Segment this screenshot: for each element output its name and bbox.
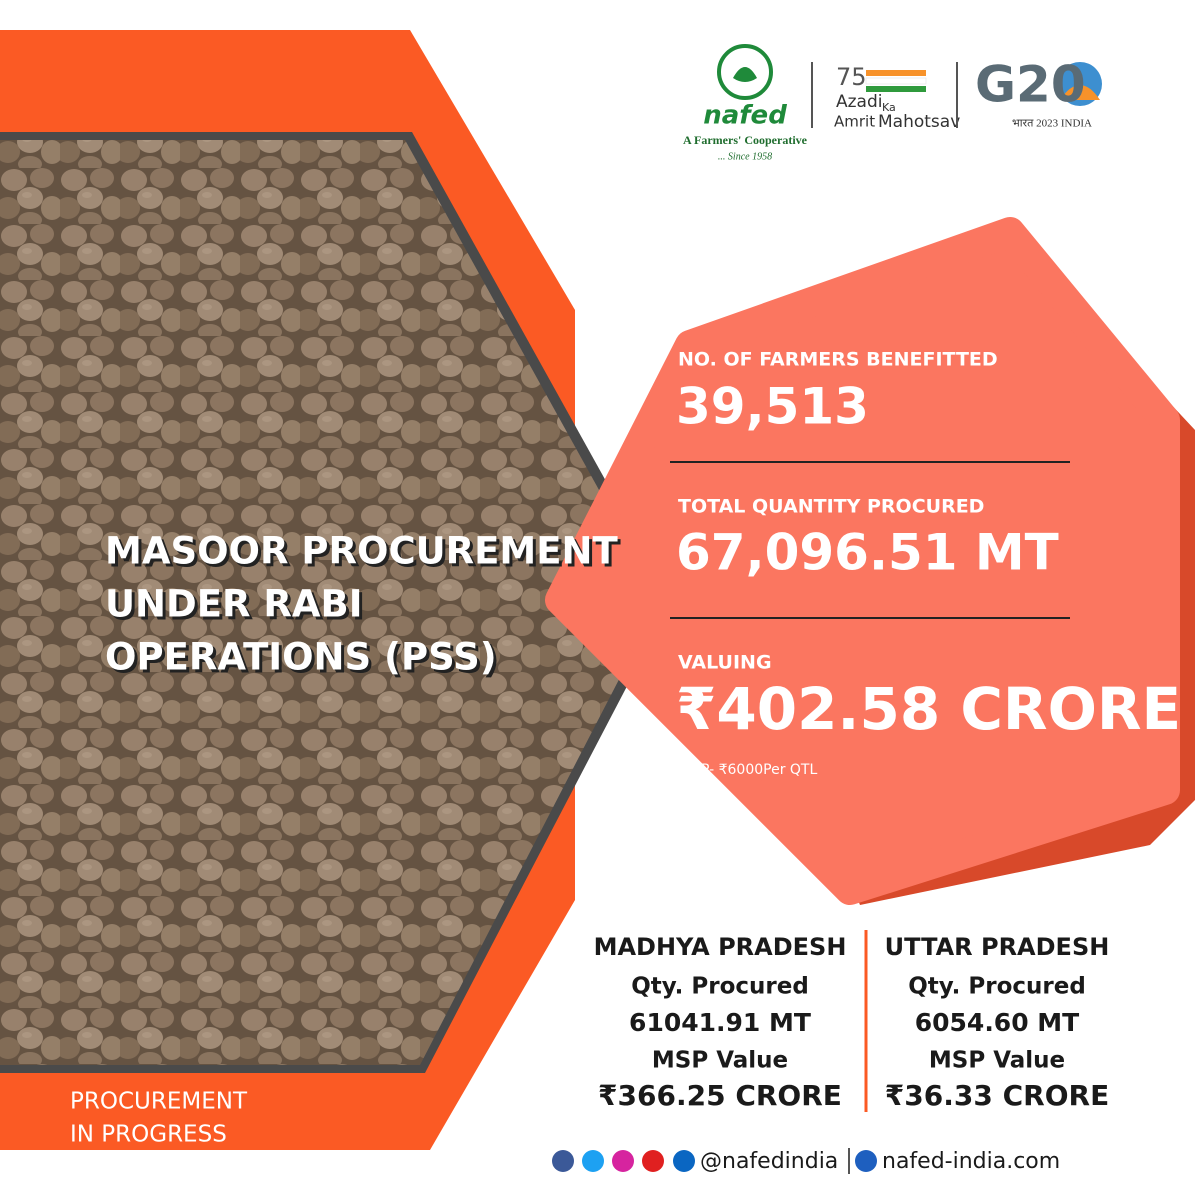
- azadi-line1: Azadi: [836, 92, 882, 112]
- state-value-label: MSP Value: [929, 1048, 1065, 1074]
- stat-value: ₹402.58 CRORE: [676, 675, 1181, 743]
- social-handle[interactable]: @nafedindia: [700, 1149, 838, 1174]
- msp-note: MSP- ₹6000Per QTL: [680, 762, 817, 778]
- state-name: MADHYA PRADESH: [594, 933, 847, 961]
- state-value: ₹366.25 CRORE: [598, 1079, 842, 1112]
- azadi-ka: Ka: [882, 101, 896, 114]
- state-value-label: MSP Value: [652, 1048, 788, 1074]
- azadi-logo: 75 Azadi Ka Amrit Mahotsav: [834, 63, 960, 132]
- azadi-line3: Mahotsav: [878, 112, 960, 132]
- status-line: PROCUREMENT: [70, 1089, 248, 1115]
- state-value: ₹36.33 CRORE: [885, 1079, 1109, 1112]
- stat-label: TOTAL QUANTITY PROCURED: [678, 496, 984, 518]
- title-line: UNDER RABI: [105, 583, 362, 626]
- title-line: OPERATIONS (PSS): [105, 636, 497, 679]
- azadi-number: 75: [836, 63, 867, 91]
- status-line: IN PROGRESS: [70, 1122, 227, 1148]
- stats: NO. OF FARMERS BENEFITTED 39,513 TOTAL QUA…: [676, 349, 1181, 744]
- stat-label: NO. OF FARMERS BENEFITTED: [678, 349, 998, 371]
- state-qty: 61041.91 MT: [629, 1008, 811, 1037]
- nafed-since: ... Since 1958: [718, 151, 772, 162]
- azadi-line2: Amrit: [834, 113, 875, 131]
- website[interactable]: nafed-india.com: [882, 1149, 1060, 1174]
- g20-logo: G20 भारत 2023 INDIA: [975, 56, 1102, 130]
- social-icons: [552, 1148, 877, 1174]
- title-shadow: OPERATIONS (PSS): [108, 639, 500, 682]
- title-shadow: UNDER RABI: [108, 586, 365, 629]
- state-qty-label: Qty. Procured: [631, 974, 809, 1000]
- stat-panel: [545, 217, 1180, 905]
- state-qty: 6054.60 MT: [915, 1008, 1080, 1037]
- g20-name: G20: [975, 56, 1086, 114]
- stat-value: 39,513: [676, 378, 869, 436]
- title-line: MASOOR PROCUREMENT: [105, 530, 618, 573]
- state-name: UTTAR PRADESH: [885, 933, 1110, 961]
- title-shadow: MASOOR PROCUREMENT: [108, 533, 621, 576]
- nafed-logo: nafed A Farmers' Cooperative ... Since 1…: [683, 44, 808, 162]
- nafed-name: nafed: [703, 101, 787, 131]
- stat-value: 67,096.51 MT: [676, 524, 1059, 582]
- g20-sub: भारत 2023 INDIA: [1012, 118, 1092, 130]
- states: MADHYA PRADESH Qty. Procured 61041.91 MT MS…: [594, 933, 1110, 1112]
- state-qty-label: Qty. Procured: [908, 974, 1086, 1000]
- stat-label: VALUING: [678, 652, 772, 674]
- nafed-tagline: A Farmers' Cooperative: [683, 133, 808, 147]
